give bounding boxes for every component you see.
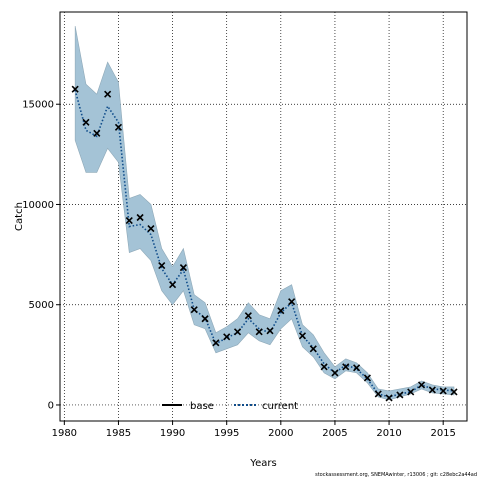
legend-base-label: base: [190, 401, 214, 412]
observed-point: [288, 298, 296, 306]
x-tick-label: 1980: [52, 428, 77, 439]
observed-point: [136, 213, 144, 222]
observed-point: [147, 224, 155, 233]
x-tick-label: 2010: [376, 428, 401, 439]
grid-lines: [60, 12, 467, 421]
observed-point: [179, 264, 187, 272]
y-tick-label: 0: [48, 400, 54, 411]
observed-points: [71, 85, 458, 402]
plot-frame: [59, 11, 468, 422]
observed-point: [233, 328, 242, 336]
y-tick-label: 10000: [22, 200, 54, 211]
x-tick-label: 1985: [106, 428, 131, 439]
observed-point: [374, 390, 382, 398]
observed-point: [309, 345, 317, 353]
x-tick-label: 1990: [160, 428, 185, 439]
x-tick-label: 2000: [268, 428, 293, 439]
observed-point: [169, 281, 177, 289]
observed-point: [320, 363, 328, 371]
current-series-line: [74, 89, 455, 398]
legend: base current: [162, 401, 298, 412]
observed-point: [82, 118, 90, 126]
observed-point: [396, 391, 404, 399]
legend-current-label: current: [262, 401, 298, 412]
observed-point: [255, 328, 263, 336]
observed-point: [417, 381, 426, 389]
observed-point: [277, 307, 285, 315]
observed-point: [450, 388, 458, 396]
observed-point: [363, 374, 371, 382]
y-axis-title: Catch: [14, 202, 25, 231]
observed-point: [385, 394, 393, 402]
observed-point: [244, 312, 252, 320]
x-tick-label: 2015: [430, 428, 455, 439]
observed-point: [428, 386, 436, 394]
observed-point: [212, 339, 220, 347]
observed-point: [114, 123, 123, 131]
footer-note: stockassessment.org, SNEMAwinter, r13006…: [315, 472, 477, 478]
observed-point: [439, 387, 447, 395]
observed-point: [125, 216, 133, 225]
observed-point: [223, 333, 231, 341]
observed-point: [331, 369, 339, 377]
confidence-band: [74, 25, 455, 401]
observed-point: [353, 364, 361, 372]
observed-point: [342, 363, 350, 371]
y-axis: 0 5000 10000 15000: [22, 100, 60, 411]
x-tick-label: 2005: [322, 428, 347, 439]
observed-point: [71, 85, 79, 93]
observed-point: [266, 327, 274, 335]
observed-point: [93, 129, 101, 137]
observed-point: [201, 315, 209, 323]
observed-point: [104, 90, 112, 98]
x-tick-label: 1995: [214, 428, 239, 439]
y-tick-label: 5000: [29, 300, 54, 311]
observed-point: [407, 388, 415, 396]
x-axis-title: Years: [249, 458, 276, 469]
observed-point: [158, 262, 166, 270]
y-tick-label: 15000: [22, 100, 54, 111]
x-axis: 1980 1985 1990 1995 2000 2005 2010 2015: [52, 421, 456, 439]
observed-point: [298, 332, 307, 340]
observed-point: [190, 306, 198, 314]
